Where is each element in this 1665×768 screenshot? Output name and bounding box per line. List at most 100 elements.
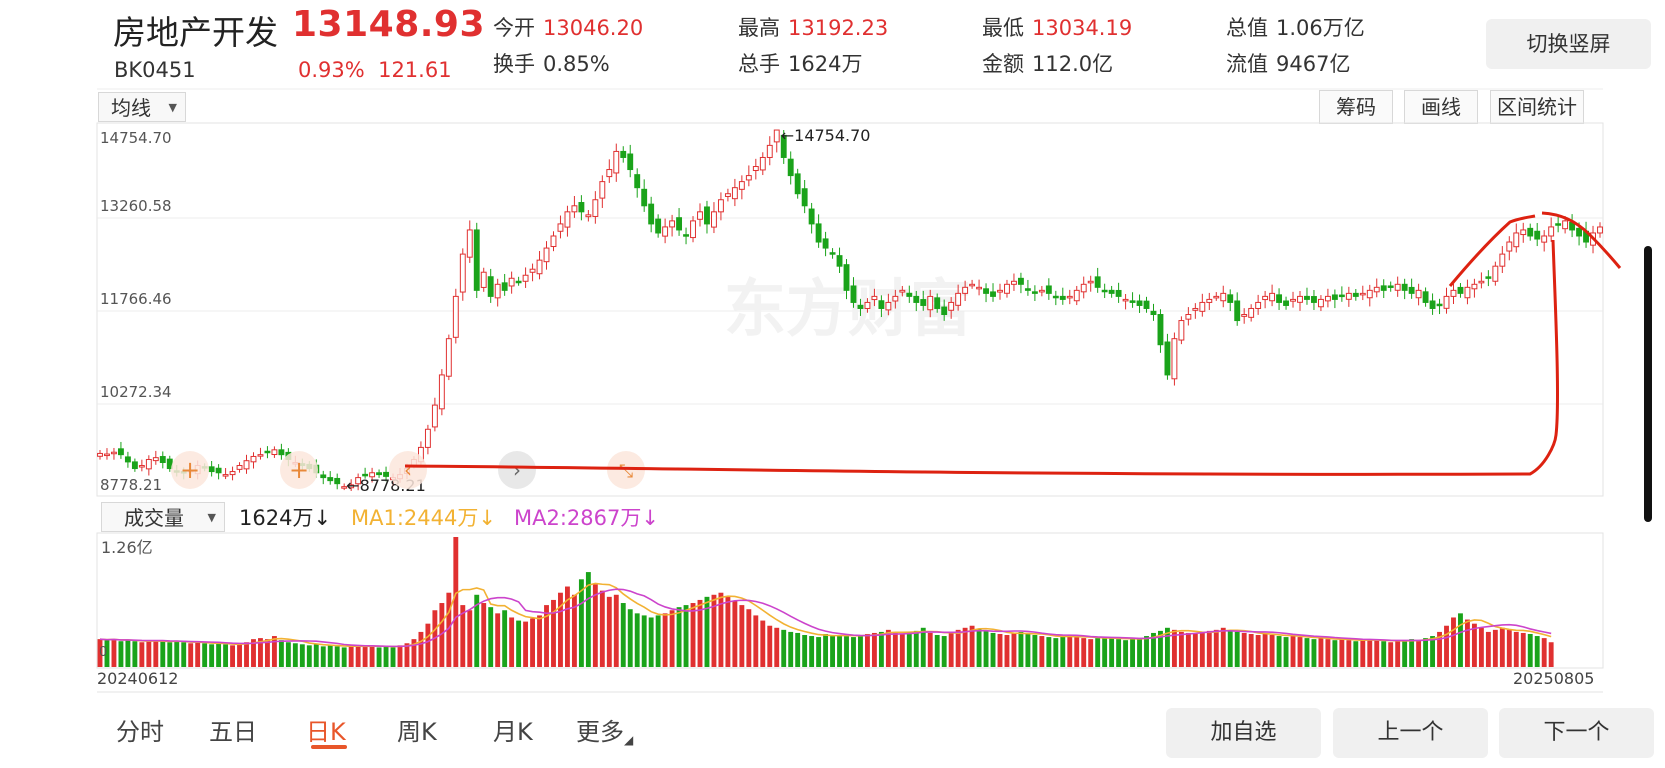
candle	[1464, 286, 1471, 299]
volume-bar	[983, 630, 989, 667]
previous-button[interactable]: 上一个	[1333, 708, 1488, 758]
candle	[1471, 283, 1478, 290]
active-tab-underline	[311, 745, 347, 749]
chips-button[interactable]: 筹码	[1319, 90, 1393, 124]
volume-bar	[781, 629, 787, 667]
volume-bar	[132, 641, 138, 667]
candle	[899, 289, 906, 293]
quote-stat: 总手 1624万	[738, 48, 862, 78]
volume-bar	[383, 646, 389, 667]
candle	[885, 301, 892, 311]
volume-bar	[285, 642, 291, 667]
volume-bar	[544, 605, 549, 667]
candle	[934, 297, 941, 309]
candle	[1373, 286, 1380, 293]
volume-bar	[1325, 639, 1331, 667]
volume-bar	[341, 647, 347, 667]
candle	[906, 292, 913, 297]
candle	[376, 472, 383, 476]
volume-bar	[892, 632, 898, 667]
volume-bar	[1123, 640, 1129, 667]
candle	[1115, 289, 1122, 297]
volume-bar	[1025, 633, 1031, 667]
volume-bar	[1053, 638, 1059, 667]
volume-bar	[181, 642, 187, 667]
candle	[1297, 295, 1303, 303]
candle	[1311, 296, 1317, 303]
volume-ma2-line	[99, 588, 1552, 648]
candle	[704, 206, 710, 225]
candle	[690, 220, 696, 239]
tab-weekly-k[interactable]: 周K	[397, 718, 437, 746]
candle	[250, 455, 257, 463]
candle	[1345, 292, 1352, 300]
tab-monthly-k[interactable]: 月K	[493, 718, 533, 746]
next-button[interactable]: 下一个	[1499, 708, 1654, 758]
candle	[997, 289, 1003, 293]
candle	[459, 253, 466, 293]
back-icon-glyph: ‹	[404, 458, 412, 482]
volume-bar	[955, 629, 961, 667]
scrollbar	[1644, 246, 1652, 522]
candle	[1129, 300, 1136, 303]
volume-bar	[816, 637, 822, 667]
tab-more[interactable]: 更多◢	[576, 712, 633, 747]
candle	[1513, 232, 1520, 248]
volume-bar	[146, 641, 152, 667]
y-tick-label: 8778.21	[100, 476, 163, 494]
volume-bar	[739, 605, 745, 667]
candle	[124, 456, 131, 463]
volume-bar	[565, 586, 570, 667]
candle	[1052, 295, 1059, 299]
volume-bar	[97, 639, 103, 667]
tab-daily-k[interactable]: 日K	[306, 718, 346, 746]
candle	[97, 452, 103, 457]
quote-stat: 最低 13034.19	[982, 12, 1132, 42]
tab-five-day[interactable]: 五日	[209, 718, 257, 746]
volume-bar	[558, 592, 563, 667]
add-watchlist-button[interactable]: 加自选	[1166, 708, 1321, 758]
candle	[801, 188, 808, 207]
volume-bar	[209, 644, 215, 667]
volume-bar	[334, 646, 340, 667]
candle	[1150, 310, 1157, 316]
volume-bar	[1130, 639, 1135, 667]
volume-bar	[962, 627, 968, 667]
next-arrow-icon-glyph: ›	[513, 458, 521, 482]
candle	[745, 175, 752, 181]
candle	[1220, 292, 1227, 302]
ma-select[interactable]: 均线 ▼	[98, 92, 186, 122]
candle	[808, 208, 815, 225]
volume-bar	[509, 617, 515, 667]
candle	[1157, 314, 1164, 346]
candle	[1527, 227, 1534, 237]
volume-bar	[878, 631, 884, 667]
quote-stat-value: 0.85%	[543, 52, 610, 76]
volume-ma1: MA1:2444万↓	[351, 506, 496, 530]
candle	[424, 428, 431, 448]
candle	[634, 174, 641, 189]
candle	[1185, 314, 1192, 320]
volume-bar	[830, 636, 835, 667]
quote-stat-value: 13046.20	[543, 16, 644, 40]
volume-bar	[411, 639, 417, 667]
volume-bar	[823, 633, 829, 667]
volume-bar	[1102, 637, 1108, 667]
range-stats-button[interactable]: 区间统计	[1490, 90, 1584, 124]
volume-bar	[788, 631, 794, 667]
tab-intraday[interactable]: 分时	[116, 718, 164, 746]
volume-bar	[837, 635, 842, 667]
draw-line-button[interactable]: 画线	[1404, 90, 1478, 124]
volume-bar	[613, 594, 619, 667]
indicator-select[interactable]: 成交量 ▼	[101, 502, 225, 532]
switch-orientation-button[interactable]: 切换竖屏	[1486, 19, 1651, 69]
candle	[1499, 253, 1506, 267]
quote-stat-label: 金额	[982, 52, 1024, 76]
candle	[759, 156, 766, 171]
volume-bar	[244, 642, 249, 667]
volume-bar	[606, 596, 612, 667]
volume-bar	[362, 646, 368, 667]
volume-bar	[1318, 638, 1324, 667]
volume-bar	[481, 603, 487, 667]
